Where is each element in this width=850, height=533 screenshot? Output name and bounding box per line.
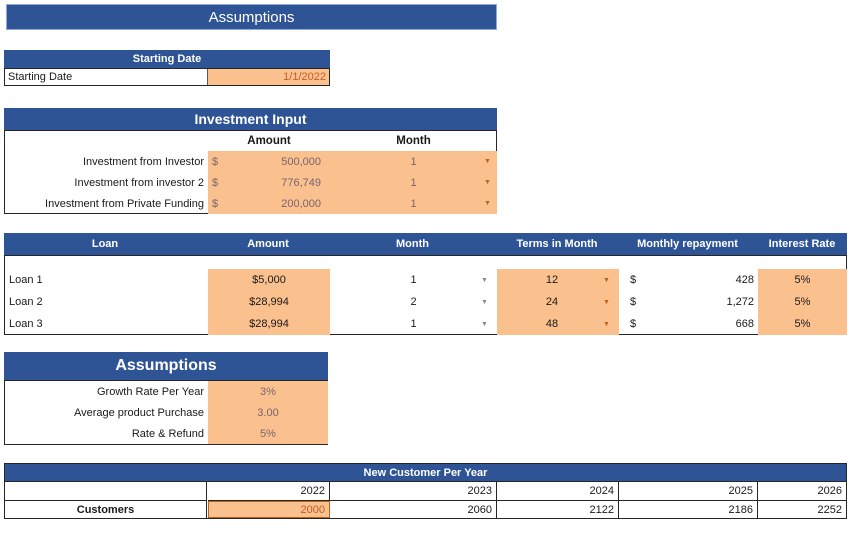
dropdown-arrow-icon[interactable]: ▼ [603,298,610,306]
loan-name: Loan 2 [9,296,43,308]
investment-month-select[interactable]: 1 [410,155,417,168]
currency-symbol: $ [212,176,219,189]
loan-col-terms: Terms in Month [516,238,598,250]
year-cell: 2022 [208,482,330,501]
starting-date-input[interactable]: 1/1/2022 [208,69,329,85]
dropdown-arrow-icon[interactable]: ▼ [484,200,491,207]
loan-amount-input[interactable]: $28,994 [249,296,289,308]
loan-interest-input[interactable]: 5% [794,274,811,286]
investment-col-month: Month [396,135,431,147]
dropdown-arrow-icon[interactable]: ▼ [481,276,488,284]
customers-value: 2252 [817,503,842,516]
year-cell: 2024 [497,482,619,501]
customers-value: 2186 [619,501,758,518]
loan-interest-input[interactable]: 5% [794,318,811,330]
loan-amount-input-column [208,269,330,335]
customers-value: 2060 [330,501,497,518]
new-customer-table: 2022 2023 2024 2025 2026 Customers 2000 … [4,481,847,519]
investment-input-header-label: Investment Input [194,111,307,127]
loan-amount-input[interactable]: $5,000 [252,274,286,286]
dropdown-arrow-icon[interactable]: ▼ [603,276,610,284]
currency-symbol: $ [212,197,219,210]
starting-date-row: Starting Date 1/1/2022 [4,68,330,86]
starting-date-header-label: Starting Date [132,53,202,65]
loan-month-select[interactable]: 1 [410,318,417,330]
loan-name: Loan 3 [9,318,43,330]
assumptions-header-label: Assumptions [115,357,217,374]
dropdown-arrow-icon[interactable]: ▼ [481,298,488,306]
currency-symbol: $ [212,155,219,168]
loan-col-amount: Amount [247,238,289,250]
dropdown-arrow-icon[interactable]: ▼ [481,320,488,328]
page-title: Assumptions [208,8,295,26]
loan-interest-input-column [758,269,847,335]
assumption-label: Rate & Refund [131,427,204,440]
currency-symbol: $ [630,274,637,286]
loan-terms-select[interactable]: 48 [545,318,559,330]
investment-col-amount: Amount [247,135,291,147]
investment-input-table: Amount Month Investment from Investor $ … [4,130,497,214]
page-title-banner: Assumptions [6,4,497,30]
investment-amount-input[interactable]: 500,000 [281,155,321,168]
year-row-spacer [5,482,207,501]
investment-amount-input[interactable]: 776,749 [281,176,321,189]
loan-amount-input[interactable]: $28,994 [249,318,289,330]
customers-row-label: Customers [5,501,207,518]
investment-row-label: Investment from Private Funding [45,197,204,210]
loan-repayment-value: 428 [735,274,754,286]
loan-month-select[interactable]: 2 [410,296,417,308]
loan-terms-input-column [497,269,619,335]
loan-table-body: Loan 1 $5,000 1 ▼ 12 ▼ $ 428 5% Loan 2 $… [4,255,847,335]
investment-month-select[interactable]: 1 [410,176,417,189]
investment-input-area [208,151,497,214]
loan-name: Loan 1 [9,274,43,286]
assumption-label: Growth Rate Per Year [96,385,204,398]
new-customer-header: New Customer Per Year [4,463,847,481]
loan-table-header: Loan Amount Month Terms in Month Monthly… [4,233,847,255]
dropdown-arrow-icon[interactable]: ▼ [484,158,491,165]
loan-repayment-value: 668 [735,318,754,330]
dropdown-arrow-icon[interactable]: ▼ [484,179,491,186]
investment-amount-input[interactable]: 200,000 [281,197,321,210]
year-cell: 2025 [619,482,758,501]
new-customer-header-label: New Customer Per Year [363,466,488,479]
loan-repayment-value: 1,272 [726,296,754,308]
investment-row-label: Investment from investor 2 [74,176,204,189]
loan-col-repayment: Monthly repayment [637,238,738,250]
assumption-value-input[interactable]: 3.00 [257,406,279,419]
assumptions-input-column [208,381,328,444]
starting-date-label: Starting Date [5,69,208,85]
investment-month-select[interactable]: 1 [410,197,417,210]
loan-month-select[interactable]: 1 [410,274,417,286]
investment-input-header: Investment Input [4,108,497,130]
assumptions-header: Assumptions [4,352,328,380]
loan-col-loan: Loan [91,238,119,250]
year-cell: 2026 [758,482,846,501]
investment-row-label: Investment from Investor [82,155,204,168]
customers-value-input[interactable]: 2000 [208,501,330,518]
currency-symbol: $ [630,318,637,330]
loan-col-interest: Interest Rate [768,238,836,250]
dropdown-arrow-icon[interactable]: ▼ [603,320,610,328]
assumption-value-input[interactable]: 3% [260,385,276,398]
loan-col-month: Month [396,238,429,250]
assumptions-table: Growth Rate Per Year 3% Average product … [4,380,328,445]
assumption-label: Average product Purchase [73,406,204,419]
customers-value: 2122 [497,501,619,518]
currency-symbol: $ [630,296,637,308]
loan-terms-select[interactable]: 24 [545,296,559,308]
loan-terms-select[interactable]: 12 [545,274,559,286]
loan-interest-input[interactable]: 5% [794,296,811,308]
year-cell: 2023 [330,482,497,501]
assumption-value-input[interactable]: 5% [260,427,276,440]
starting-date-header: Starting Date [4,50,330,68]
